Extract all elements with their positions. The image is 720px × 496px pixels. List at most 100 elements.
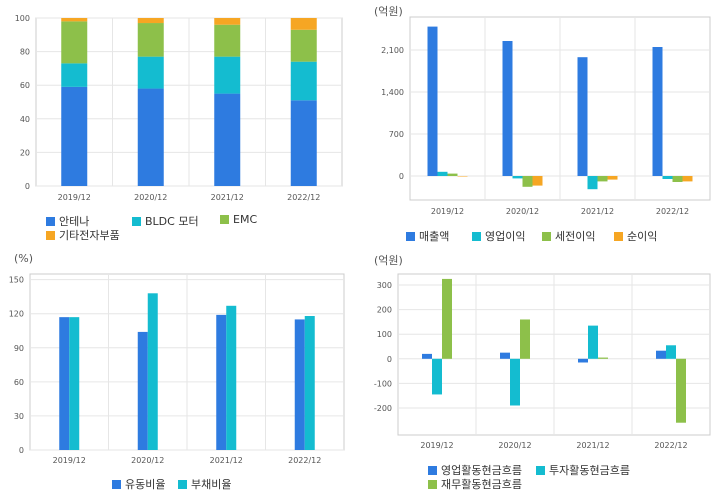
bar[interactable] xyxy=(656,350,666,359)
bar[interactable] xyxy=(69,317,80,450)
legend-item-pretax-income[interactable]: 세전이익 xyxy=(542,228,595,244)
cashflow-unit-label: (억원) xyxy=(374,254,403,267)
legend-item-bldc-motor[interactable]: BLDC 모터 xyxy=(132,213,199,229)
bar[interactable] xyxy=(512,176,523,179)
bar[interactable] xyxy=(216,314,227,450)
y-tick-label: 0 xyxy=(19,446,24,455)
bar-segment[interactable] xyxy=(137,18,164,24)
bar[interactable] xyxy=(226,305,237,450)
bar-segment[interactable] xyxy=(137,88,164,186)
bar[interactable] xyxy=(457,176,468,177)
x-tick-label: 2020/12 xyxy=(131,456,164,465)
bar[interactable] xyxy=(447,173,458,176)
bar[interactable] xyxy=(502,41,513,176)
legend-item-other-parts[interactable]: 기타전자부품 xyxy=(46,227,120,243)
legend-item-debt-ratio[interactable]: 부채비율 xyxy=(178,476,231,492)
legend-item-net-income[interactable]: 순이익 xyxy=(614,228,657,244)
x-tick-label: 2022/12 xyxy=(287,193,320,202)
cashflow-chart-panel: (억원) -200 -100 0 100 200 300 2019/12 2020/12 202… xyxy=(360,248,720,496)
legend-item-current-ratio[interactable]: 유동비율 xyxy=(112,476,165,492)
bar[interactable] xyxy=(147,293,158,450)
y-tick-label: 200 xyxy=(377,306,392,315)
bar[interactable] xyxy=(577,57,588,177)
bar[interactable] xyxy=(437,171,448,176)
bar[interactable] xyxy=(304,316,315,450)
bar[interactable] xyxy=(137,331,148,450)
x-tick-label: 2022/12 xyxy=(288,456,321,465)
legend-swatch xyxy=(46,217,55,226)
legend-label: BLDC 모터 xyxy=(145,215,199,228)
bar-segment[interactable] xyxy=(137,23,164,57)
bar-segment[interactable] xyxy=(214,24,241,57)
bar[interactable] xyxy=(652,47,663,176)
bar-segment[interactable] xyxy=(290,18,317,30)
legend-item-financing-cashflow[interactable]: 재무활동현금흐름 xyxy=(428,476,522,492)
bar[interactable] xyxy=(442,278,452,359)
bar[interactable] xyxy=(532,176,543,186)
bar-segment[interactable] xyxy=(214,93,241,186)
bar-segment[interactable] xyxy=(137,56,164,89)
bar-segment[interactable] xyxy=(214,56,241,94)
bar[interactable] xyxy=(587,176,598,190)
legend-item-operating-cashflow[interactable]: 영업활동현금흐름 xyxy=(428,462,522,478)
x-tick-label: 2020/12 xyxy=(498,441,531,450)
y-tick-label: 1,400 xyxy=(381,88,404,97)
bar-segment[interactable] xyxy=(290,100,317,186)
income-unit-label: (억원) xyxy=(374,5,403,18)
bar[interactable] xyxy=(666,345,676,359)
bar[interactable] xyxy=(422,353,432,359)
bar[interactable] xyxy=(520,319,530,359)
bar[interactable] xyxy=(432,358,442,395)
bar[interactable] xyxy=(598,357,608,359)
y-tick-label: 0 xyxy=(399,172,404,181)
legend-item-antenna[interactable]: 안테나 xyxy=(46,213,89,229)
income-legend: 매출액 영업이익 세전이익 순이익 xyxy=(406,228,706,244)
y-tick-label: -200 xyxy=(374,404,392,413)
bar[interactable] xyxy=(578,358,588,363)
ratio-chart-panel: (%) 0 30 60 90 120 150 2019/12 2020/12 2021/12 20… xyxy=(0,248,360,496)
legend-swatch xyxy=(46,231,55,240)
bar-segment[interactable] xyxy=(290,29,317,62)
legend-label: 영업이익 xyxy=(485,230,526,243)
x-tick-label: 2021/12 xyxy=(576,441,609,450)
legend-swatch xyxy=(542,232,551,241)
legend-item-emc[interactable]: EMC xyxy=(220,213,257,226)
bar-segment[interactable] xyxy=(61,86,88,186)
legend-swatch xyxy=(428,466,437,475)
bar[interactable] xyxy=(597,176,608,182)
x-tick-label: 2020/12 xyxy=(506,207,539,216)
y-tick-label: 300 xyxy=(377,281,392,290)
bar-segment[interactable] xyxy=(61,21,88,64)
x-tick-label: 2021/12 xyxy=(210,456,243,465)
legend-item-operating-income[interactable]: 영업이익 xyxy=(472,228,525,244)
legend-swatch xyxy=(132,217,141,226)
bar[interactable] xyxy=(59,317,70,450)
y-tick-label: 60 xyxy=(14,378,24,387)
bar[interactable] xyxy=(682,176,693,182)
bar-segment[interactable] xyxy=(214,18,241,25)
legend-label: 매출액 xyxy=(419,230,450,243)
legend-item-investing-cashflow[interactable]: 투자활동현금흐름 xyxy=(536,462,630,478)
bar[interactable] xyxy=(662,176,673,179)
ratio-unit-label: (%) xyxy=(14,252,34,265)
bar[interactable] xyxy=(500,352,510,359)
bar-segment[interactable] xyxy=(61,18,88,22)
bar[interactable] xyxy=(672,176,683,182)
bar[interactable] xyxy=(294,319,305,450)
income-chart-panel: (억원) 0 700 1,400 2,100 2019/12 2020/12 2021/12… xyxy=(360,0,720,248)
bar[interactable] xyxy=(607,176,618,180)
bar[interactable] xyxy=(510,358,520,406)
bar[interactable] xyxy=(588,325,598,359)
sales-mix-legend: 안테나 BLDC 모터 EMC 기타전자부품 xyxy=(46,213,346,245)
y-tick-label: -100 xyxy=(374,379,392,388)
y-tick-label: 100 xyxy=(15,14,30,23)
bar[interactable] xyxy=(427,26,438,176)
bar[interactable] xyxy=(676,358,686,423)
cashflow-chart: -200 -100 0 100 200 300 2019/12 2020/12 2021/12 2… xyxy=(374,273,711,450)
bar[interactable] xyxy=(522,176,533,187)
legend-swatch xyxy=(220,215,229,224)
bar-segment[interactable] xyxy=(290,61,317,101)
x-tick-label: 2022/12 xyxy=(656,207,689,216)
bar-segment[interactable] xyxy=(61,63,88,87)
legend-item-revenue[interactable]: 매출액 xyxy=(406,228,449,244)
